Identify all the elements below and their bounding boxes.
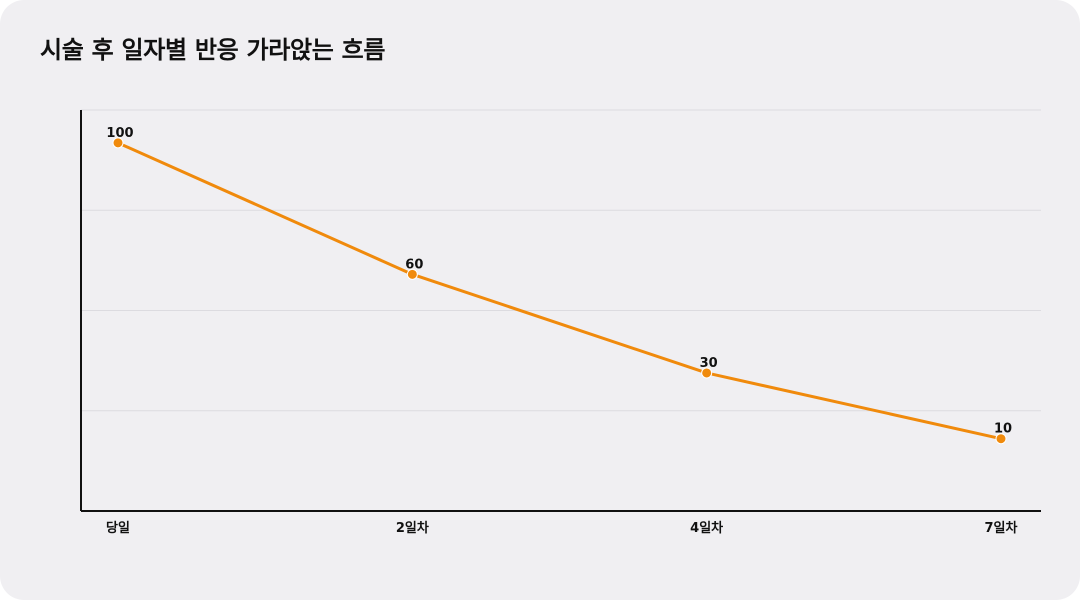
x-tick-label: 7일차	[985, 520, 1018, 536]
x-tick-label: 2일차	[396, 520, 429, 536]
data-point	[112, 137, 124, 149]
series-line	[116, 141, 1003, 441]
data-label: 60	[405, 257, 423, 272]
x-tick-label: 4일차	[690, 520, 723, 536]
chart-title: 시술 후 일자별 반응 가라앉는 흐름	[40, 36, 386, 64]
data-point	[701, 367, 713, 379]
x-tick-label: 당일	[106, 520, 130, 536]
data-point	[995, 433, 1007, 445]
data-label: 30	[700, 356, 718, 371]
data-label: 10	[994, 422, 1012, 437]
data-point	[406, 268, 418, 280]
data-label: 100	[106, 126, 133, 141]
